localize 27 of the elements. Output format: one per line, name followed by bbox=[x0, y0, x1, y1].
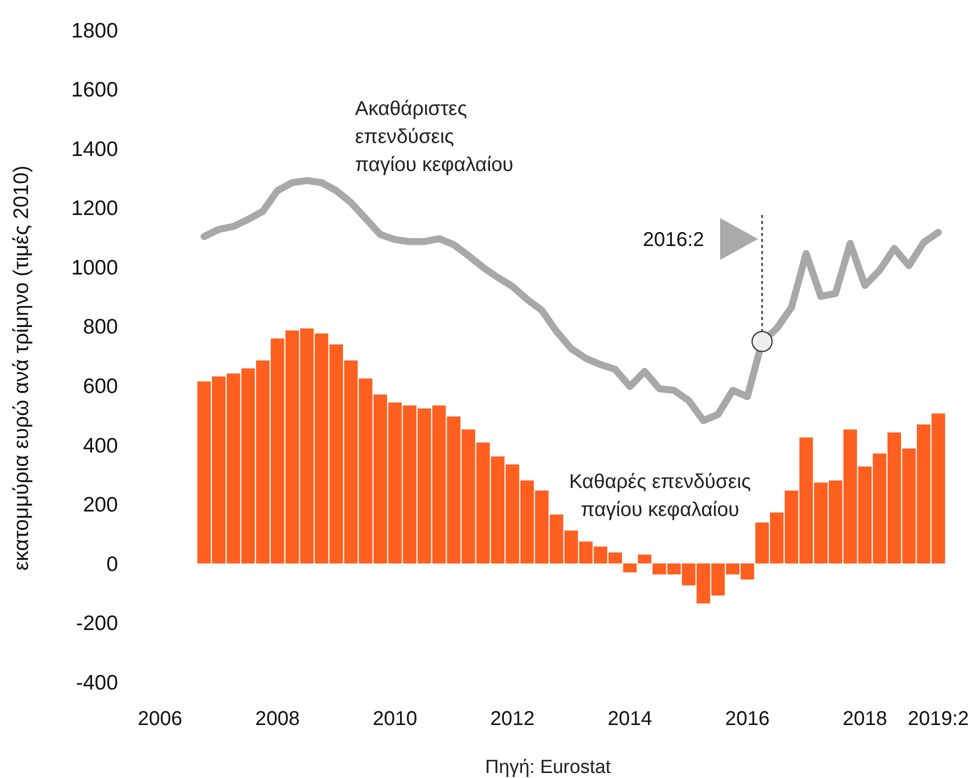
series-label: Καθαρές επενδύσεις παγίου κεφαλαίου bbox=[569, 471, 752, 521]
y-axis-title: εκατομμύρια ευρώ ανά τρίμηνο (τιμές 2010) bbox=[10, 165, 33, 571]
x-tick-label: 2010 bbox=[372, 708, 418, 730]
x-tick-label: 2018 bbox=[842, 708, 888, 730]
y-tick-label: 1000 bbox=[71, 256, 118, 280]
x-tick-label: 2016 bbox=[725, 708, 770, 730]
series-label: Ακαθάριστες επενδύσεις παγίου κεφαλαίου bbox=[355, 98, 514, 176]
y-tick-label: -200 bbox=[76, 612, 118, 636]
x-tick-label: 2012 bbox=[490, 708, 535, 730]
y-tick-label: 600 bbox=[82, 374, 118, 398]
y-tick-label: 1200 bbox=[71, 197, 118, 220]
x-tick-label: 2019:2 bbox=[908, 708, 969, 730]
y-tick-label: 800 bbox=[82, 316, 118, 339]
bar bbox=[638, 554, 652, 564]
y-tick-label: 200 bbox=[82, 494, 118, 517]
y-tick-label: 0 bbox=[106, 552, 118, 576]
x-tick-label: 2014 bbox=[608, 708, 652, 730]
x-tick-label: 2006 bbox=[138, 708, 182, 730]
y-tick-label: 1600 bbox=[71, 78, 118, 102]
text: Πηγή: Eurostat bbox=[485, 757, 612, 778]
y-tick-label: 1400 bbox=[71, 138, 118, 161]
y-tick-label: 400 bbox=[82, 434, 118, 458]
ref-line-label: 2016:2 bbox=[642, 229, 704, 251]
x-tick-label: 2008 bbox=[255, 708, 300, 730]
y-tick-label: 1800 bbox=[71, 19, 118, 42]
y-tick-label: -400 bbox=[76, 671, 118, 694]
bar bbox=[623, 563, 637, 572]
